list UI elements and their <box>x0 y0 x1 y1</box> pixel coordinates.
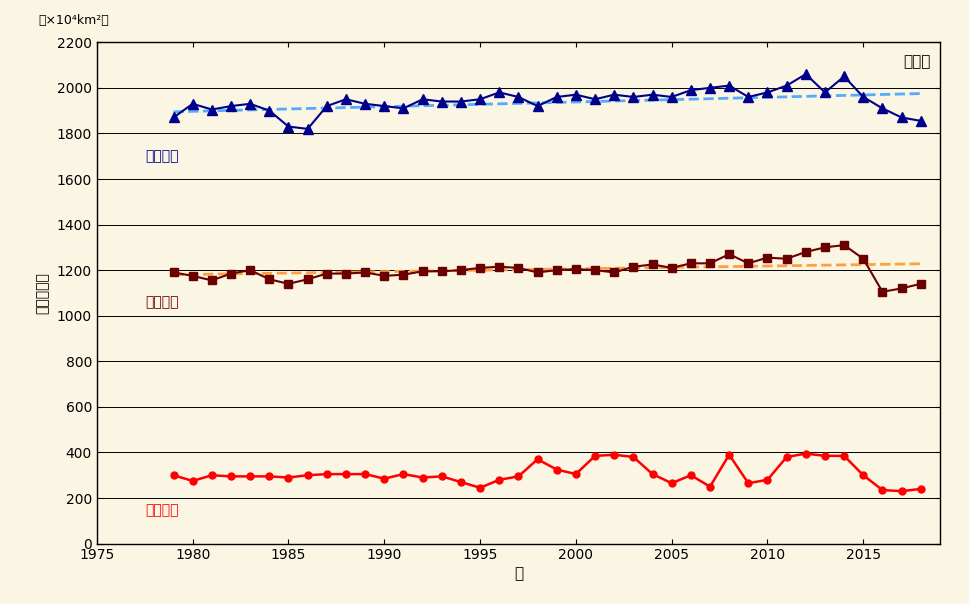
Text: 年平均値: 年平均値 <box>144 295 178 309</box>
X-axis label: 年: 年 <box>514 567 523 582</box>
Text: 年最大値: 年最大値 <box>144 149 178 163</box>
Text: 南極域: 南極域 <box>903 54 930 69</box>
Y-axis label: 海氷域面積: 海氷域面積 <box>36 272 49 314</box>
Text: （×10⁴km²）: （×10⁴km²） <box>38 14 109 27</box>
Text: 年最小値: 年最小値 <box>144 503 178 517</box>
